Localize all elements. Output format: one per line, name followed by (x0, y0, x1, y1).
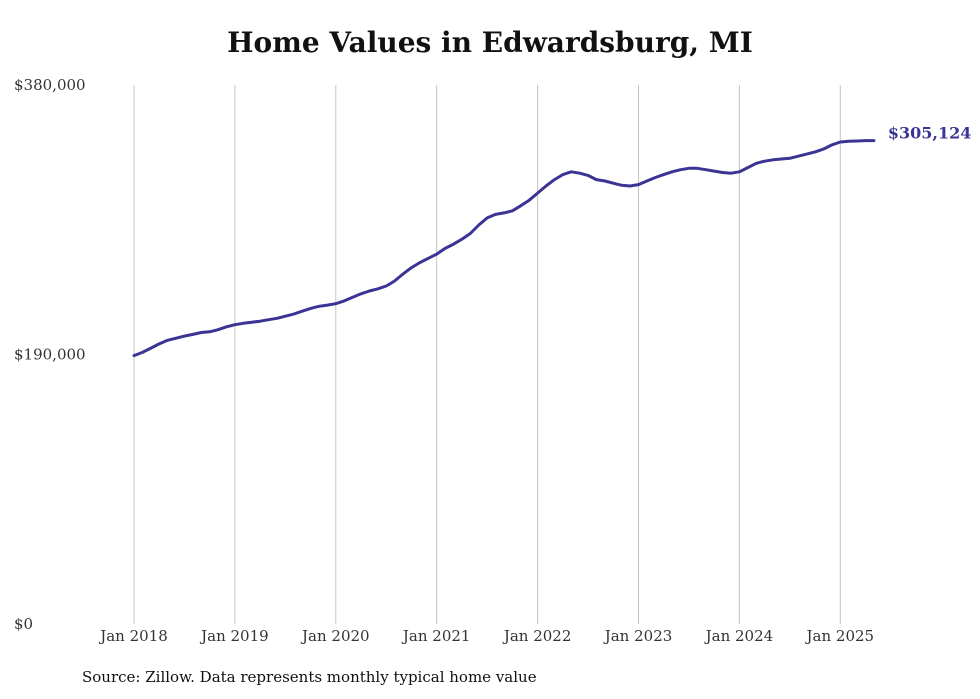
y-tick-label-1: $190,000 (14, 346, 86, 364)
x-tick-label-0: Jan 2018 (98, 627, 168, 645)
x-axis-ticks: Jan 2018 Jan 2019 Jan 2020 Jan 2021 Jan 2022… (98, 627, 874, 645)
source-note: Source: Zillow. Data represents monthly … (82, 668, 537, 686)
x-tick-label-7: Jan 2025 (805, 627, 875, 645)
x-tick-label-4: Jan 2022 (502, 627, 572, 645)
x-tick-label-1: Jan 2019 (199, 627, 269, 645)
chart-title: Home Values in Edwardsburg, MI (227, 26, 753, 59)
end-value-label: $305,124 (888, 124, 972, 143)
x-tick-label-3: Jan 2021 (401, 627, 471, 645)
y-axis-ticks: $0 $190,000 $380,000 (14, 76, 86, 633)
grid-lines (133, 85, 841, 624)
y-tick-label-0: $0 (14, 615, 33, 633)
y-tick-label-2: $380,000 (14, 76, 86, 94)
x-tick-label-6: Jan 2024 (704, 627, 774, 645)
x-tick-label-2: Jan 2020 (300, 627, 370, 645)
x-tick-label-5: Jan 2023 (603, 627, 673, 645)
series-line-home-value (132, 139, 876, 358)
